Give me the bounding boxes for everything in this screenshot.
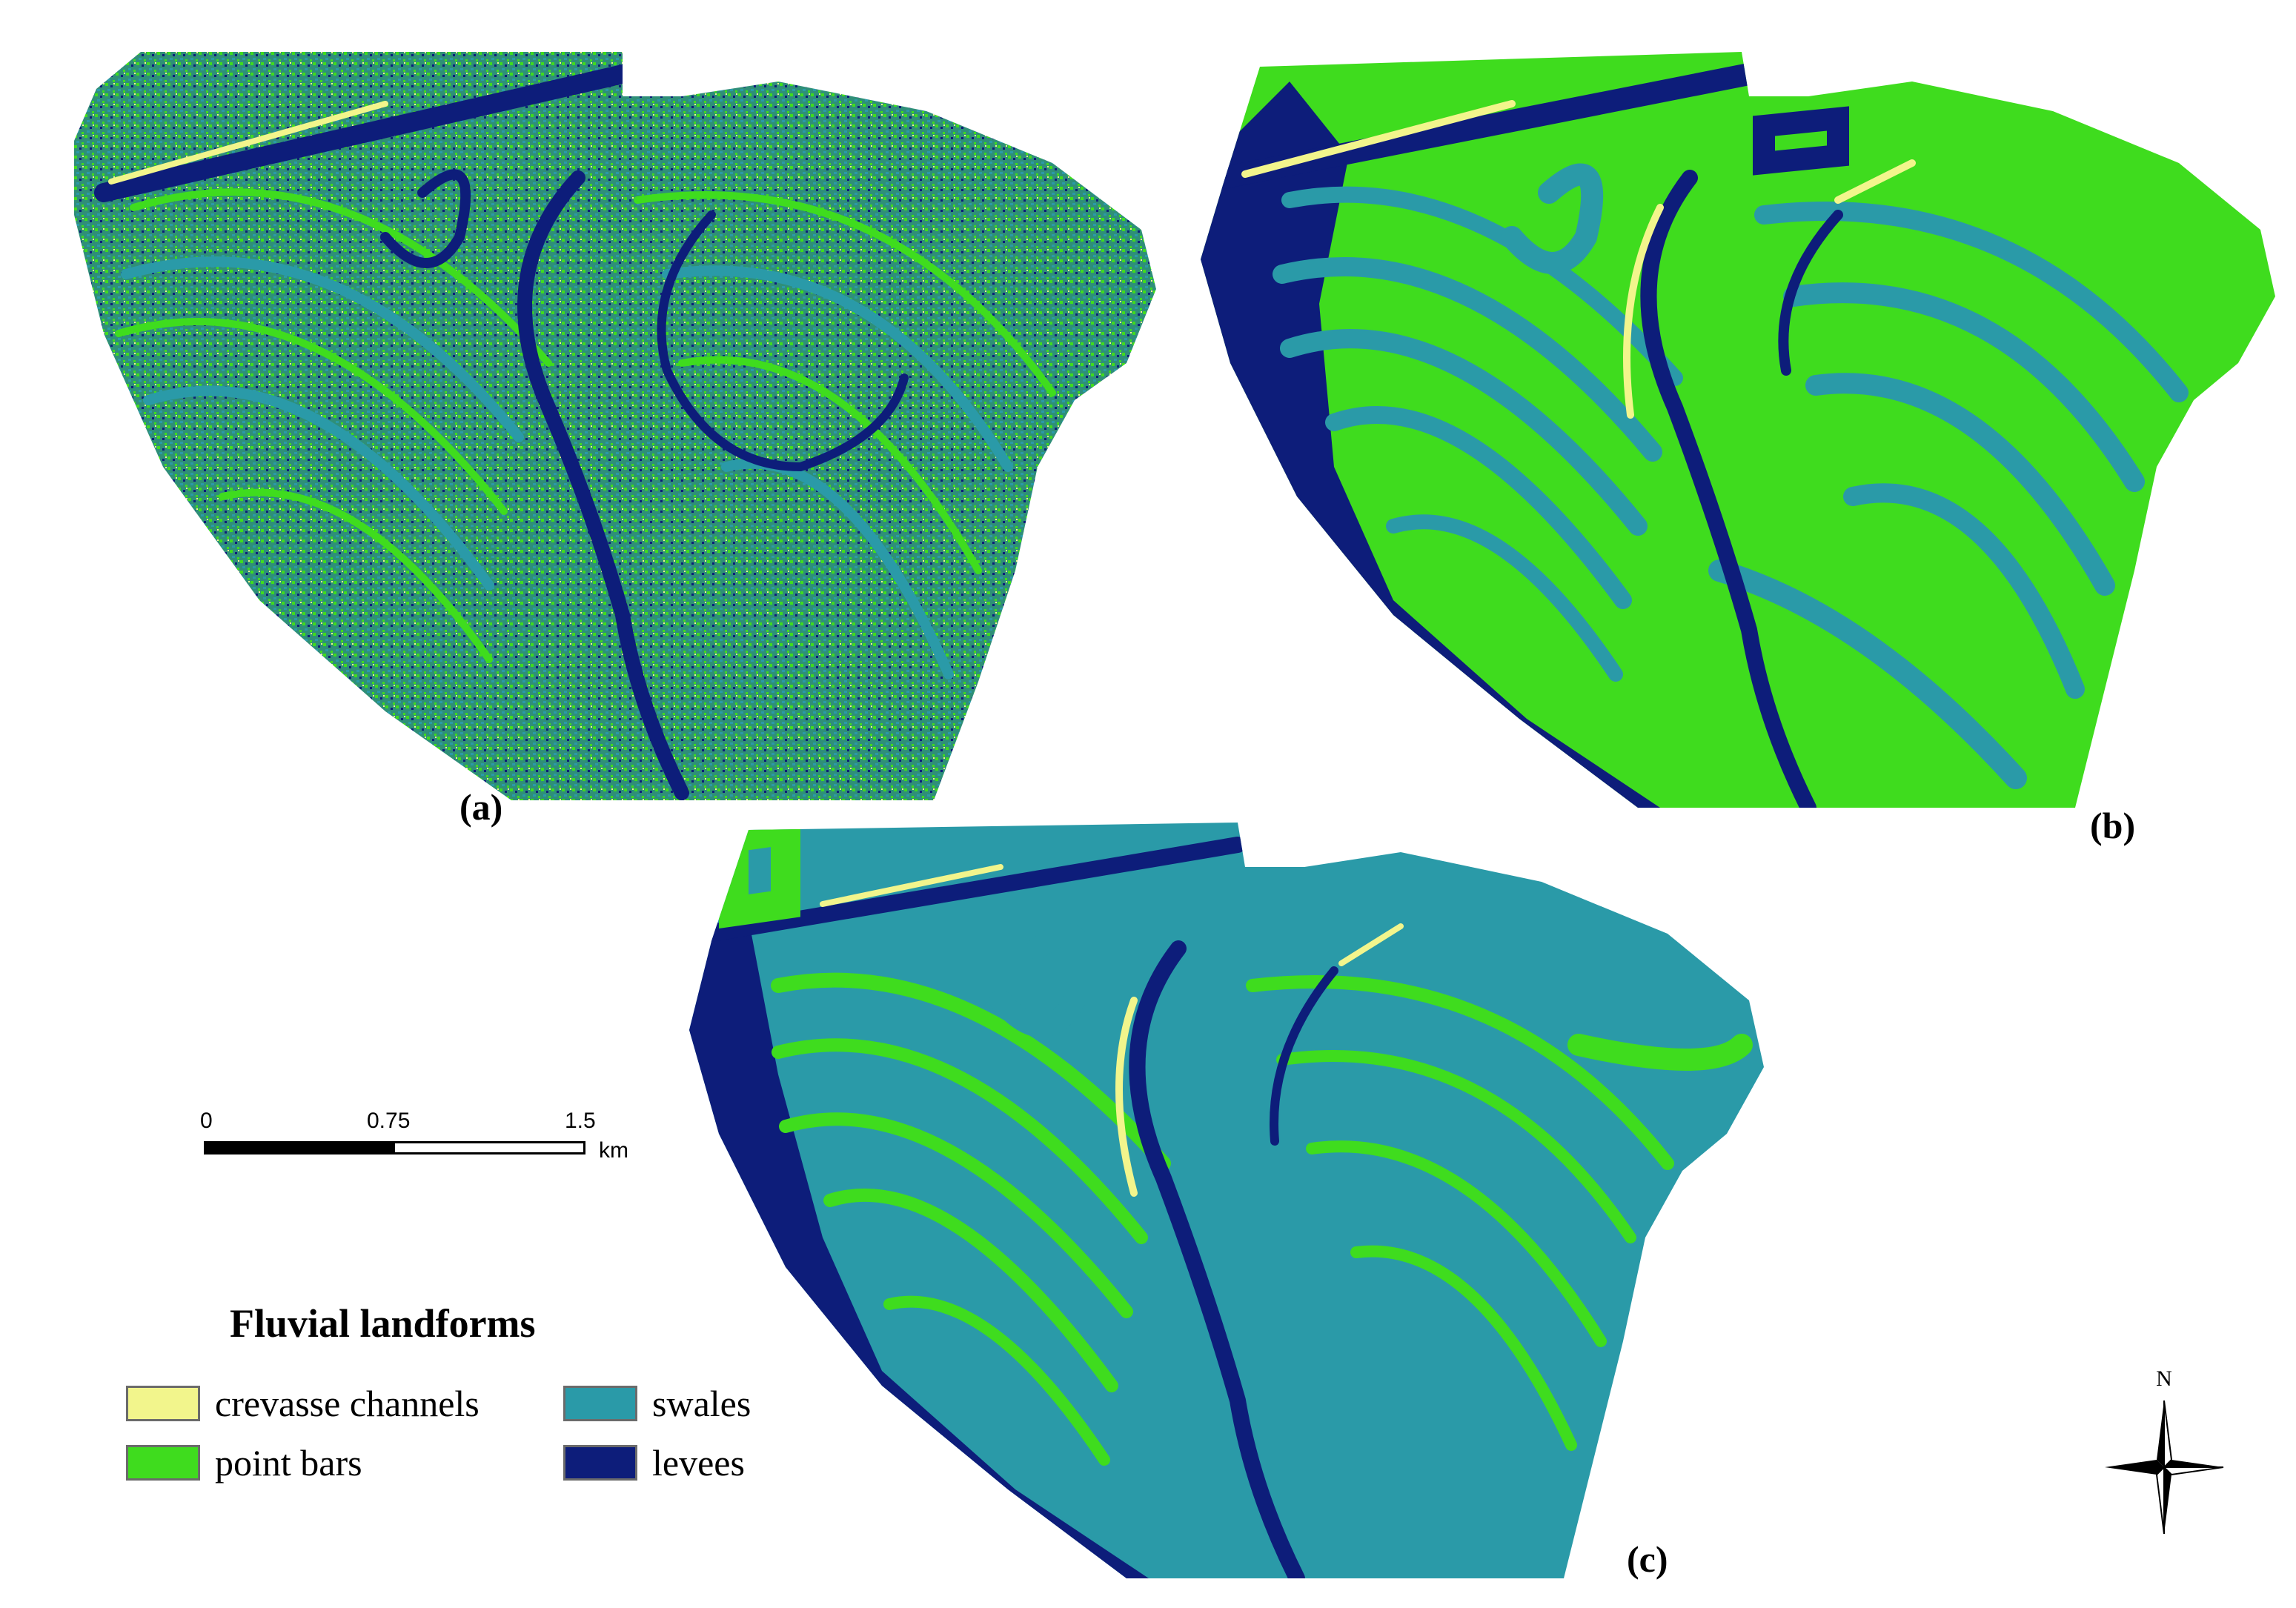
map-c-graphic: [689, 823, 1764, 1578]
legend-title: Fluvial landforms: [230, 1301, 536, 1346]
map-panel-c: [689, 823, 1779, 1578]
legend-label: swales: [652, 1383, 751, 1424]
swatch-swales: [563, 1386, 637, 1421]
north-label: N: [2156, 1366, 2172, 1391]
legend-label: levees: [652, 1442, 745, 1484]
north-arrow: N: [2090, 1363, 2238, 1541]
scale-tick-075: 0.75: [367, 1109, 411, 1133]
scale-bar-white-segment: [393, 1141, 585, 1154]
map-a-graphic: [74, 52, 1156, 800]
swatch-point-bars: [126, 1445, 200, 1481]
map-panel-b: [1201, 52, 2290, 808]
legend-item-levees: levees: [563, 1441, 745, 1484]
legend-label: crevasse channels: [215, 1383, 480, 1424]
panel-label-a: (a): [459, 786, 503, 828]
legend-item-swales: swales: [563, 1382, 751, 1425]
scale-unit: km: [599, 1138, 628, 1163]
legend: Fluvial landforms crevasse channels poin…: [126, 1300, 793, 1493]
panel-label-c: (c): [1627, 1538, 1668, 1580]
map-panel-a: [74, 52, 1171, 800]
scale-tick-0: 0: [200, 1109, 213, 1133]
legend-item-point-bars: point bars: [126, 1441, 362, 1484]
scale-bar: 0 0.75 1.5 km: [200, 1109, 645, 1183]
scale-tick-15: 1.5: [565, 1109, 596, 1133]
map-b-graphic: [1201, 52, 2275, 808]
scale-bar-black-segment: [204, 1141, 395, 1154]
swatch-levees: [563, 1445, 637, 1481]
compass-rose-icon: N: [2105, 1366, 2224, 1535]
panel-label-b: (b): [2090, 805, 2136, 846]
swatch-crevasse-channels: [126, 1386, 200, 1421]
legend-label: point bars: [215, 1442, 362, 1484]
legend-item-crevasse-channels: crevasse channels: [126, 1382, 480, 1425]
